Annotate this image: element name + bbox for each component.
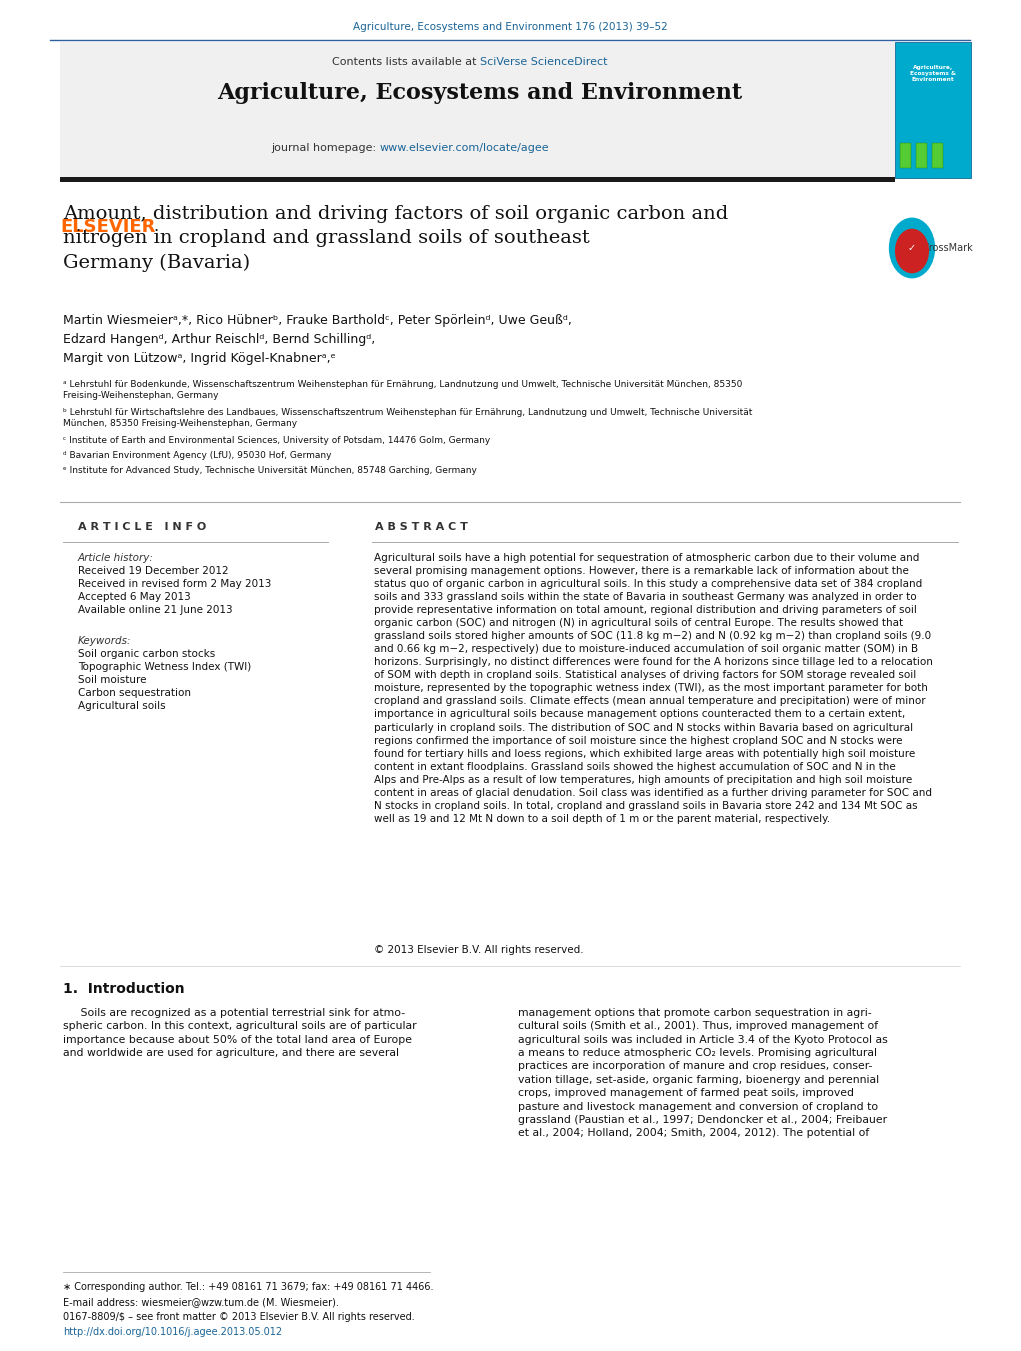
Text: Available online 21 June 2013: Available online 21 June 2013 [78,605,233,615]
Bar [60,42,895,178]
Text: Agricultural soils: Agricultural soils [78,701,165,711]
Text: Agricultural soils have a high potential for sequestration of atmospheric carbon: Agricultural soils have a high potential… [374,553,933,824]
Text: Agriculture, Ecosystems and Environment 176 (2013) 39–52: Agriculture, Ecosystems and Environment … [353,22,668,32]
Text: ELSEVIER: ELSEVIER [60,218,155,236]
Text: E-mail address: wiesmeier@wzw.tum.de (M. Wiesmeier).: E-mail address: wiesmeier@wzw.tum.de (M.… [63,1297,339,1306]
Text: Margit von Lützowᵃ, Ingrid Kögel-Knabnerᵃ,ᵉ: Margit von Lützowᵃ, Ingrid Kögel-Knabner… [63,353,336,365]
Text: © 2013 Elsevier B.V. All rights reserved.: © 2013 Elsevier B.V. All rights reserved… [374,944,584,955]
Text: Carbon sequestration: Carbon sequestration [78,688,191,698]
Text: 1.  Introduction: 1. Introduction [63,982,185,996]
Bar [60,42,220,178]
Text: ᵇ Lehrstuhl für Wirtschaftslehre des Landbaues, Wissenschaftszentrum Weihensteph: ᵇ Lehrstuhl für Wirtschaftslehre des Lan… [63,408,752,428]
Text: ᶜ Institute of Earth and Environmental Sciences, University of Potsdam, 14476 Go: ᶜ Institute of Earth and Environmental S… [63,436,490,444]
Text: Soils are recognized as a potential terrestrial sink for atmo-
spheric carbon. I: Soils are recognized as a potential terr… [63,1008,417,1058]
Circle shape [889,219,934,278]
Text: Agriculture, Ecosystems and Environment: Agriculture, Ecosystems and Environment [217,82,742,104]
Text: ᵃ Lehrstuhl für Bodenkunde, Wissenschaftszentrum Weihenstephan für Ernährung, La: ᵃ Lehrstuhl für Bodenkunde, Wissenschaft… [63,380,742,400]
Text: http://dx.doi.org/10.1016/j.agee.2013.05.012: http://dx.doi.org/10.1016/j.agee.2013.05… [63,1327,282,1337]
Text: A B S T R A C T: A B S T R A C T [375,521,468,532]
Text: ∗ Corresponding author. Tel.: +49 08161 71 3679; fax: +49 08161 71 4466.: ∗ Corresponding author. Tel.: +49 08161 … [63,1282,434,1292]
Text: Keywords:: Keywords: [78,636,132,646]
Text: CrossMark: CrossMark [923,243,973,253]
Text: Martin Wiesmeierᵃ,*, Rico Hübnerᵇ, Frauke Bartholdᶜ, Peter Spörleinᵈ, Uwe Geußᵈ,: Martin Wiesmeierᵃ,*, Rico Hübnerᵇ, Frauk… [63,313,572,327]
Bar [916,143,927,168]
Text: Amount, distribution and driving factors of soil organic carbon and
nitrogen in : Amount, distribution and driving factors… [63,205,728,272]
Text: 0167-8809/$ – see front matter © 2013 Elsevier B.V. All rights reserved.: 0167-8809/$ – see front matter © 2013 El… [63,1312,415,1323]
Text: Topographic Wetness Index (TWI): Topographic Wetness Index (TWI) [78,662,251,671]
Bar [900,143,911,168]
Text: A R T I C L E   I N F O: A R T I C L E I N F O [78,521,206,532]
Text: Received in revised form 2 May 2013: Received in revised form 2 May 2013 [78,580,272,589]
Circle shape [895,230,928,273]
Text: Received 19 December 2012: Received 19 December 2012 [78,566,229,576]
Text: Soil moisture: Soil moisture [78,676,146,685]
Text: Agriculture,
Ecosystems &
Environment: Agriculture, Ecosystems & Environment [910,65,956,82]
Text: journal homepage:: journal homepage: [272,143,380,153]
Bar [895,42,971,178]
Text: ᵈ Bavarian Environment Agency (LfU), 95030 Hof, Germany: ᵈ Bavarian Environment Agency (LfU), 950… [63,451,332,459]
Text: Soil organic carbon stocks: Soil organic carbon stocks [78,648,215,659]
Bar [932,143,943,168]
Text: ✓: ✓ [908,243,916,253]
Text: Edzard Hangenᵈ, Arthur Reischlᵈ, Bernd Schillingᵈ,: Edzard Hangenᵈ, Arthur Reischlᵈ, Bernd S… [63,332,376,346]
Bar [60,177,895,182]
Text: management options that promote carbon sequestration in agri-
cultural soils (Sm: management options that promote carbon s… [518,1008,887,1139]
Text: Contents lists available at: Contents lists available at [332,57,480,68]
Text: Accepted 6 May 2013: Accepted 6 May 2013 [78,592,191,603]
Text: www.elsevier.com/locate/agee: www.elsevier.com/locate/agee [380,143,549,153]
Text: SciVerse ScienceDirect: SciVerse ScienceDirect [480,57,607,68]
Text: Article history:: Article history: [78,553,154,563]
Text: ᵉ Institute for Advanced Study, Technische Universität München, 85748 Garching, : ᵉ Institute for Advanced Study, Technisc… [63,466,477,476]
